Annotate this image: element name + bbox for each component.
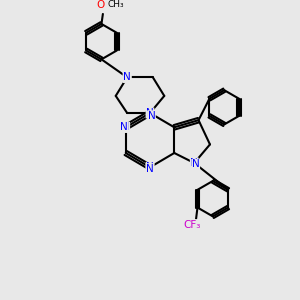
Text: N: N	[146, 164, 154, 174]
Text: N: N	[123, 72, 131, 82]
Text: CH₃: CH₃	[107, 0, 124, 9]
Text: O: O	[96, 0, 104, 10]
Text: N: N	[123, 72, 131, 82]
Text: N: N	[120, 122, 128, 132]
Text: CF₃: CF₃	[183, 220, 200, 230]
Text: N: N	[190, 158, 198, 168]
Text: N: N	[192, 159, 200, 170]
Text: N: N	[122, 122, 130, 132]
Text: N: N	[148, 111, 155, 121]
Text: N: N	[146, 162, 154, 172]
Text: N: N	[146, 108, 154, 118]
